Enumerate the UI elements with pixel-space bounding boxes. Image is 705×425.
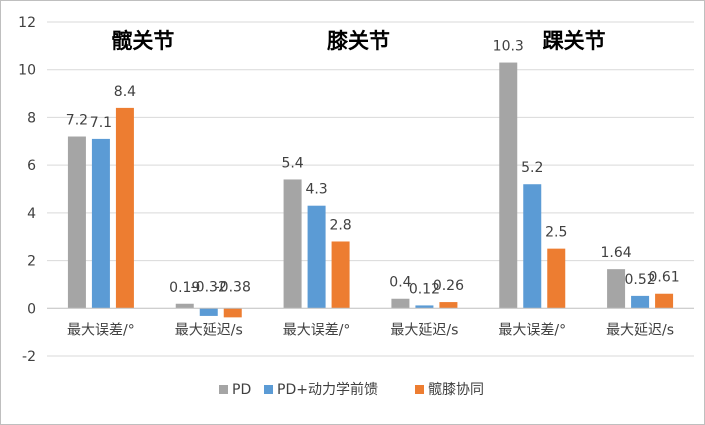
bar-pd_feedforward [631, 295, 650, 309]
bar-hip_knee [115, 107, 134, 309]
data-label: -0.38 [215, 279, 251, 295]
bar-hip_knee [655, 293, 674, 309]
y-tick-label: 6 [27, 158, 36, 174]
bar-hip_knee [331, 241, 350, 309]
bar-pd [607, 269, 626, 309]
bar-pd [283, 179, 302, 309]
data-label: 10.3 [493, 39, 524, 55]
joint-group-title: 踝关节 [543, 28, 606, 53]
x-category-label: 最大延迟/s [390, 322, 458, 338]
y-tick-label: 0 [27, 301, 36, 317]
data-label: -0.32 [191, 279, 227, 295]
x-category-label: 最大延迟/s [606, 322, 674, 338]
data-label: 5.2 [521, 160, 543, 176]
legend-swatch-hip_knee [415, 385, 424, 394]
bar-hip_knee [223, 308, 242, 318]
data-label: 0.52 [624, 272, 655, 288]
legend-swatch-pd_feedforward [264, 385, 273, 394]
data-label: 0.19 [169, 280, 200, 296]
x-category-label: 最大误差/° [283, 322, 351, 338]
joint-group-title: 髋关节 [111, 28, 174, 53]
legend-label: 髋膝协同 [428, 381, 484, 398]
data-label: 2.5 [545, 225, 567, 241]
bar-pd_feedforward [415, 305, 434, 309]
bar-pd [391, 298, 410, 309]
y-tick-label: 8 [27, 110, 36, 126]
y-tick-label: 12 [18, 15, 36, 31]
bar-hip_knee [439, 302, 458, 309]
data-label: 0.61 [648, 270, 679, 286]
bar-pd [67, 136, 86, 309]
data-label: 7.2 [66, 113, 88, 129]
legend-label: PD [232, 382, 251, 398]
data-label: 8.4 [114, 84, 136, 100]
data-label: 0.12 [409, 281, 440, 297]
data-label: 0.4 [389, 275, 411, 291]
data-label: 5.4 [281, 155, 303, 171]
y-tick-label: 4 [27, 206, 36, 222]
bar-hip_knee [547, 248, 566, 309]
bar-pd_feedforward [199, 308, 218, 316]
bar-pd [175, 303, 194, 309]
bar-pd_feedforward [307, 205, 326, 309]
data-label: 1.64 [600, 245, 631, 261]
legend-swatch-pd [219, 385, 228, 394]
data-label: 7.1 [90, 115, 112, 131]
data-label: 0.26 [433, 278, 464, 294]
legend-label: PD+动力学前馈 [277, 381, 378, 398]
bar-pd [499, 62, 518, 309]
x-category-label: 最大误差/° [498, 322, 566, 338]
bar-pd_feedforward [523, 184, 542, 309]
y-tick-label: 10 [18, 63, 36, 79]
data-label: 4.3 [305, 182, 327, 198]
y-tick-label: 2 [27, 254, 36, 270]
x-category-label: 最大误差/° [67, 322, 135, 338]
data-label: 2.8 [329, 217, 351, 233]
joint-group-title: 膝关节 [327, 28, 390, 53]
bar-pd_feedforward [91, 138, 110, 309]
y-tick-label: -2 [22, 349, 36, 365]
x-category-label: 最大延迟/s [175, 322, 243, 338]
